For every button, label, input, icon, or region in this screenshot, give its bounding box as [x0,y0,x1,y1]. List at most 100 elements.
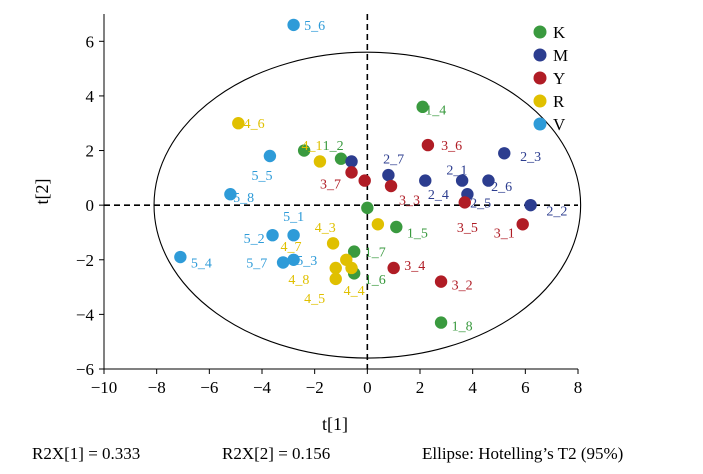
point-m-3-7 [345,155,358,168]
point-m-2-7 [382,168,395,182]
y-tick-label: 2 [86,142,95,161]
point-k-1-5 [390,220,403,234]
legend-marker-m [533,48,547,62]
point-label: 5_8 [233,191,254,206]
point-y-3-2 [434,275,448,288]
point-label: 2_5 [470,196,491,211]
point-label: 4_3 [315,221,336,236]
point-v-5-7 [276,256,290,269]
point-label: 1_5 [407,226,428,241]
point-r-4-6 [232,117,245,130]
score-plot: −10 −8 −6 −4 −2 0 2 4 6 8 −6 −4 −2 0 2 4 6 t[1] t[2] 5_6 4_6… [32,14,583,434]
legend-label-r: R [553,92,565,111]
r2x1-stat: R2X[1] = 0.333 [32,444,141,463]
x-tick-label: −10 [91,378,118,397]
ellipse-caption: Ellipse: Hotelling’s T2 (95%) [422,444,624,463]
x-tick-label: 2 [416,378,425,397]
legend-label-v: V [553,115,566,134]
point-label: 2_2 [546,205,567,220]
point-label: 1_8 [452,319,473,334]
point-label: 1_2 [323,139,344,154]
point-label: 3_2 [452,278,473,293]
point-m-2-4 [419,174,432,187]
x-axis-title: t[1] [322,414,348,434]
point-y-3-7 [345,166,358,179]
x-tick-label: −4 [253,378,272,397]
point-v-5-8 [224,188,237,201]
point-v-5-1 [287,228,300,242]
legend-marker-k [533,25,547,39]
point-label: 3_1 [494,226,515,241]
legend-marker-y [533,71,547,85]
legend-marker-v [533,117,547,131]
legend-marker-r [533,94,547,108]
point-v-5-4 [174,250,187,264]
x-tick-label: −2 [306,378,324,397]
point-label: 3_5 [457,221,478,236]
point-k-1-2 [334,152,348,165]
legend-label-m: M [553,46,568,65]
point-label: 5_3 [296,254,317,269]
point-r-4-7 [326,237,340,250]
point-v-5-6 [287,18,300,32]
point-label: 5_5 [252,169,273,184]
r2x2-stat: R2X[2] = 0.156 [222,444,331,463]
y-tick-label: 4 [86,87,95,106]
point-label: 5_1 [283,210,304,225]
point-y-3-6 [421,138,435,152]
point-label: 2_3 [520,150,541,165]
point-label: 2_4 [428,188,449,203]
point-k-4-1 [297,144,311,157]
point-y-3-3 [384,179,398,193]
point-k-1-1 [361,201,374,215]
point-y-3-5 [458,196,471,209]
point-label: 2_1 [446,164,467,179]
y-tick-label: −4 [76,305,95,324]
y-tick-label: 0 [86,196,95,215]
point-v-5-3 [287,253,300,266]
x-tick-label: 0 [363,378,372,397]
point-v-5-2 [266,228,279,242]
x-tick-label: 8 [574,378,583,397]
point-label: 4_8 [288,273,309,288]
y-tick-label: −2 [76,251,94,270]
y-tick-label: 6 [86,32,95,51]
legend-label-y: Y [553,69,565,88]
point-label: 5_2 [244,232,265,247]
point-label: 4_7 [280,240,301,255]
point-k-1-4 [416,100,429,114]
point-label: 1_7 [365,246,386,261]
y-tick-label: −6 [76,360,94,379]
point-m-2-3 [498,147,511,160]
point-label: 4_6 [244,117,265,132]
point-y-3-4 [387,261,400,275]
point-label: 3_6 [441,139,462,154]
point-r-4-8 [329,261,342,275]
point-m-2-1 [455,174,469,187]
point-label: 4_5 [304,292,325,307]
point-k-1-8 [434,316,448,329]
point-label: 1_6 [365,273,386,288]
point-r-4-5 [329,272,342,286]
legend-label-k: K [553,23,566,42]
point-label: 4_4 [344,284,365,299]
point-label: 5_6 [304,19,325,34]
x-tick-label: −8 [148,378,166,397]
point-v-5-5 [263,149,277,163]
point-label: 4_1 [302,139,323,154]
point-k-1-7 [347,245,361,258]
point-label: 3_4 [404,259,425,274]
point-label: 3_3 [399,194,420,209]
point-label: 5_4 [191,257,212,272]
point-label: 5_7 [246,257,267,272]
x-tick-label: 4 [468,378,477,397]
point-label: 1_4 [425,104,446,119]
point-r-4-2 [345,261,358,275]
model-statistics: R2X[1] = 0.333 R2X[2] = 0.156 Ellipse: H… [0,444,703,468]
x-tick-label: −6 [200,378,218,397]
point-r-4-3 [371,218,385,231]
point-y-3-1 [516,218,529,231]
point-label: 2_6 [491,180,512,195]
point-label: 2_7 [383,153,404,168]
y-axis-title: t[2] [32,179,52,205]
